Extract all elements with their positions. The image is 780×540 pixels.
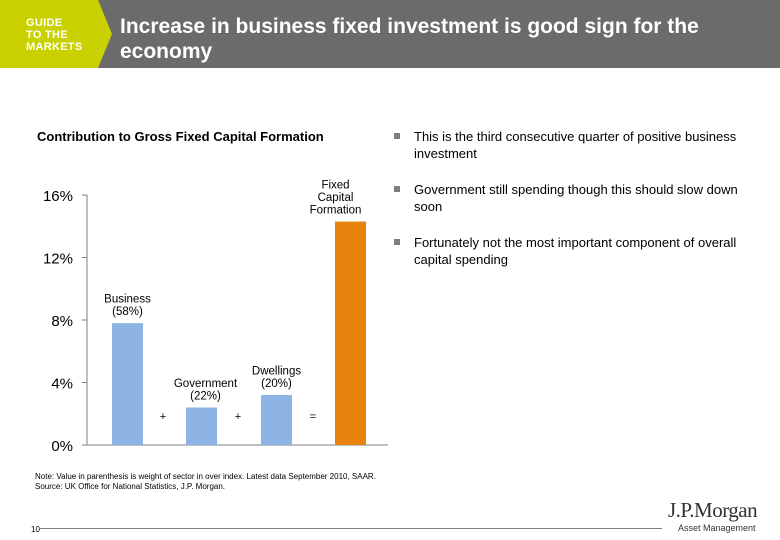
contribution-chart: 0% 4% 8% 12% 16% Business (58%) Government (22%)… bbox=[43, 180, 388, 455]
bullet-text: Fortunately not the most important compo… bbox=[414, 235, 737, 267]
y-tick-label: 12% bbox=[43, 251, 73, 268]
category-label: Dwellings (20%) bbox=[252, 366, 301, 391]
operator-symbol: = bbox=[310, 411, 316, 423]
category-label-line: Business bbox=[104, 294, 151, 306]
y-tick-label: 16% bbox=[43, 188, 73, 205]
category-label-line: Dwellings bbox=[252, 366, 301, 378]
guide-to-the-markets-logo: GUIDE TO THE MARKETS bbox=[0, 0, 112, 68]
logo-line-3: MARKETS bbox=[26, 41, 83, 53]
asset-management-label: Asset Management bbox=[678, 523, 756, 533]
jpmorgan-logo: J.P.Morgan bbox=[668, 498, 758, 522]
category-label-line: (20%) bbox=[261, 378, 292, 390]
bullet-item: Government still spending though this sh… bbox=[394, 181, 754, 215]
source-line: Source: UK Office for National Statistic… bbox=[35, 482, 226, 491]
page-title: Increase in business fixed investment is… bbox=[120, 15, 699, 63]
category-label-line: Government bbox=[174, 378, 238, 390]
bar bbox=[186, 407, 217, 445]
operator-symbol: + bbox=[235, 411, 241, 423]
chart-title: Contribution to Gross Fixed Capital Form… bbox=[37, 129, 324, 144]
bar bbox=[335, 221, 366, 445]
bar bbox=[112, 323, 143, 445]
category-label-line: (22%) bbox=[190, 391, 221, 403]
operator-symbol: + bbox=[160, 411, 166, 423]
category-label-line: Formation bbox=[310, 205, 362, 217]
bar bbox=[261, 395, 292, 445]
bullet-item: This is the third consecutive quarter of… bbox=[394, 128, 754, 162]
bullet-text: Government still spending though this sh… bbox=[414, 182, 738, 214]
bullet-square-icon bbox=[394, 186, 400, 192]
bullet-item: Fortunately not the most important compo… bbox=[394, 234, 754, 268]
bullet-list: This is the third consecutive quarter of… bbox=[394, 128, 754, 287]
bullet-square-icon bbox=[394, 239, 400, 245]
logo-chevron-shape bbox=[0, 0, 112, 68]
bullet-text: This is the third consecutive quarter of… bbox=[414, 129, 737, 161]
category-label-line: Fixed bbox=[321, 180, 349, 192]
footer-divider bbox=[40, 528, 662, 529]
y-tick-label: 0% bbox=[51, 438, 73, 455]
category-label-line: (58%) bbox=[112, 306, 143, 318]
category-label: Fixed Capital Formation bbox=[310, 180, 362, 217]
header-bar: GUIDE TO THE MARKETS Increase in busines… bbox=[0, 0, 780, 68]
logo-line-2: TO THE bbox=[26, 29, 68, 41]
y-tick-label: 8% bbox=[51, 313, 73, 330]
logo-line-1: GUIDE bbox=[26, 17, 63, 29]
category-label: Business (58%) bbox=[104, 294, 151, 319]
category-label-line: Capital bbox=[318, 192, 354, 204]
chart-note: Note: Value in parenthesis is weight of … bbox=[35, 472, 376, 492]
note-line: Note: Value in parenthesis is weight of … bbox=[35, 472, 376, 481]
category-label: Government (22%) bbox=[174, 378, 238, 403]
y-tick-label: 4% bbox=[51, 376, 73, 393]
bullet-square-icon bbox=[394, 133, 400, 139]
page-number: 10 bbox=[31, 525, 40, 534]
